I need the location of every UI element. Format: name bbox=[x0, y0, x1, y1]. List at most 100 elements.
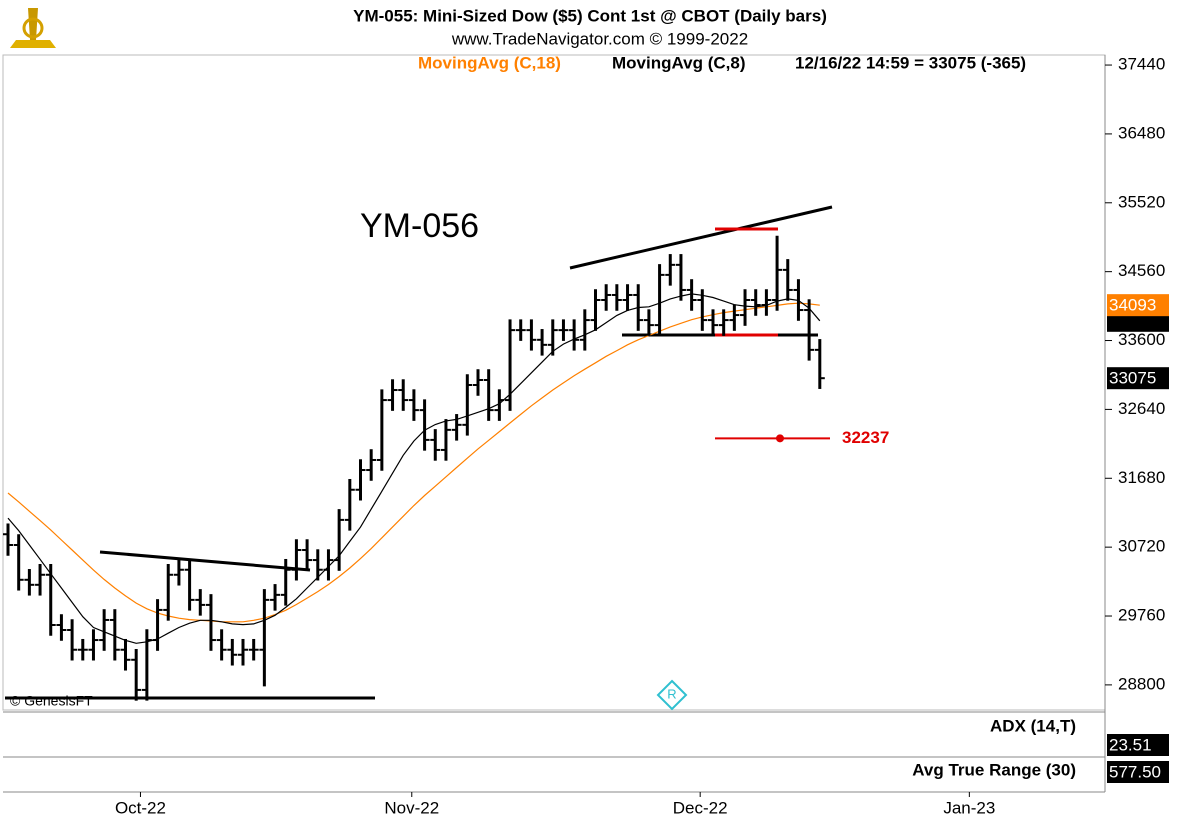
ohlc-bar bbox=[131, 649, 142, 701]
ma-line bbox=[7, 302, 820, 623]
ohlc-bar bbox=[24, 569, 35, 596]
ohlc-bar bbox=[483, 369, 494, 421]
value-box-label: 34093 bbox=[1109, 296, 1156, 315]
ohlc-bar bbox=[782, 259, 793, 301]
ohlc-bar bbox=[804, 299, 815, 361]
ohlc-bar bbox=[654, 264, 665, 336]
ohlc-bar bbox=[686, 279, 697, 311]
ohlc-bar bbox=[195, 589, 206, 616]
subtitle: www.TradeNavigator.com © 1999-2022 bbox=[451, 29, 748, 48]
ohlc-bar bbox=[344, 478, 355, 531]
target-label: 32237 bbox=[842, 428, 889, 447]
status-text: 12/16/22 14:59 = 33075 (-365) bbox=[795, 53, 1026, 72]
ohlc-bar bbox=[184, 558, 195, 611]
ohlc-bar bbox=[601, 284, 612, 311]
ohlc-bar bbox=[35, 564, 46, 596]
ohlc-bar bbox=[611, 284, 622, 311]
ohlc-bar bbox=[163, 564, 174, 621]
ohlc-bar bbox=[814, 339, 825, 389]
y-tick-label: 34560 bbox=[1118, 261, 1165, 280]
ohlc-bar bbox=[793, 279, 804, 321]
ohlc-bar bbox=[740, 289, 751, 326]
ohlc-bar bbox=[366, 449, 377, 481]
ohlc-bar bbox=[419, 399, 430, 451]
ohlc-bar bbox=[505, 319, 516, 411]
y-tick-label: 31680 bbox=[1118, 468, 1165, 487]
ohlc-bar bbox=[355, 459, 366, 501]
ohlc-bar bbox=[408, 389, 419, 421]
watermark: © GenesisFT bbox=[10, 693, 93, 709]
indicator-value-box bbox=[1107, 761, 1169, 783]
ohlc-bar bbox=[270, 584, 281, 611]
indicator-value-box bbox=[1107, 734, 1169, 756]
indicator-value: 23.51 bbox=[1109, 735, 1152, 754]
ohlc-bar bbox=[67, 619, 78, 661]
y-tick-label: 32640 bbox=[1118, 399, 1165, 418]
ohlc-bar bbox=[13, 534, 24, 591]
ohlc-bar bbox=[56, 614, 67, 641]
ohlc-bar bbox=[622, 284, 633, 311]
logo bbox=[10, 8, 56, 48]
ohlc-bar bbox=[569, 319, 580, 351]
r-icon: R bbox=[656, 679, 688, 711]
ohlc-bar bbox=[750, 289, 761, 316]
ohlc-bar bbox=[697, 289, 708, 331]
ohlc-bar bbox=[291, 539, 302, 581]
ohlc-bar bbox=[312, 549, 323, 581]
ohlc-bar bbox=[141, 629, 152, 701]
ohlc-bar bbox=[248, 638, 259, 661]
ohlc-bar bbox=[45, 564, 56, 636]
ohlc-bar bbox=[547, 319, 558, 356]
y-tick-label: 36480 bbox=[1118, 123, 1165, 142]
legend-entry: MovingAvg (C,18) bbox=[418, 53, 561, 72]
ohlc-bar bbox=[387, 379, 398, 411]
x-tick-label: Oct-22 bbox=[115, 798, 166, 817]
value-box-label: 33075 bbox=[1109, 369, 1156, 388]
ohlc-bar bbox=[205, 594, 216, 651]
ohlc-bar bbox=[430, 429, 441, 461]
ohlc-bar bbox=[707, 309, 718, 336]
x-tick-label: Nov-22 bbox=[384, 798, 439, 817]
ohlc-bar bbox=[633, 284, 644, 331]
legend-entry: MovingAvg (C,8) bbox=[612, 53, 745, 72]
ohlc-bar bbox=[238, 638, 249, 666]
ohlc-bar bbox=[334, 509, 345, 571]
ohlc-bar bbox=[675, 254, 686, 301]
ohlc-bar bbox=[451, 414, 462, 441]
ohlc-bar bbox=[579, 309, 590, 351]
x-tick-label: Dec-22 bbox=[673, 798, 728, 817]
indicator-label: ADX (14,T) bbox=[990, 716, 1076, 735]
y-tick-label: 33600 bbox=[1118, 330, 1165, 349]
ohlc-bar bbox=[772, 235, 783, 311]
ohlc-bar bbox=[761, 289, 772, 316]
ohlc-bar bbox=[558, 319, 569, 341]
ohlc-bar bbox=[77, 638, 88, 661]
ohlc-bar bbox=[259, 589, 270, 687]
ohlc-bar bbox=[462, 374, 473, 436]
ohlc-bar bbox=[88, 629, 99, 661]
ohlc-bar bbox=[173, 558, 184, 586]
ohlc-bar bbox=[109, 609, 120, 661]
ohlc-bar bbox=[3, 523, 14, 556]
ohlc-bar bbox=[729, 304, 740, 331]
ohlc-bar bbox=[398, 379, 409, 411]
ohlc-bar bbox=[216, 629, 227, 661]
ohlc-bar bbox=[302, 539, 313, 571]
indicator-value: 577.50 bbox=[1109, 762, 1161, 781]
y-tick-label: 28800 bbox=[1118, 674, 1165, 693]
ohlc-bar bbox=[590, 289, 601, 331]
ohlc-bar bbox=[376, 389, 387, 471]
annotation: YM-056 bbox=[360, 207, 479, 245]
y-tick-label: 29760 bbox=[1118, 606, 1165, 625]
ohlc-bar bbox=[152, 599, 163, 651]
trend-lines bbox=[5, 205, 833, 700]
value-box bbox=[1107, 367, 1169, 390]
ohlc-bar bbox=[718, 309, 729, 336]
ohlc-bar bbox=[99, 609, 110, 651]
ohlc-bar bbox=[643, 309, 654, 336]
value-box bbox=[1107, 294, 1169, 317]
chart-title: YM-055: Mini-Sized Dow ($5) Cont 1st @ C… bbox=[353, 6, 827, 25]
target-dot bbox=[776, 434, 784, 443]
